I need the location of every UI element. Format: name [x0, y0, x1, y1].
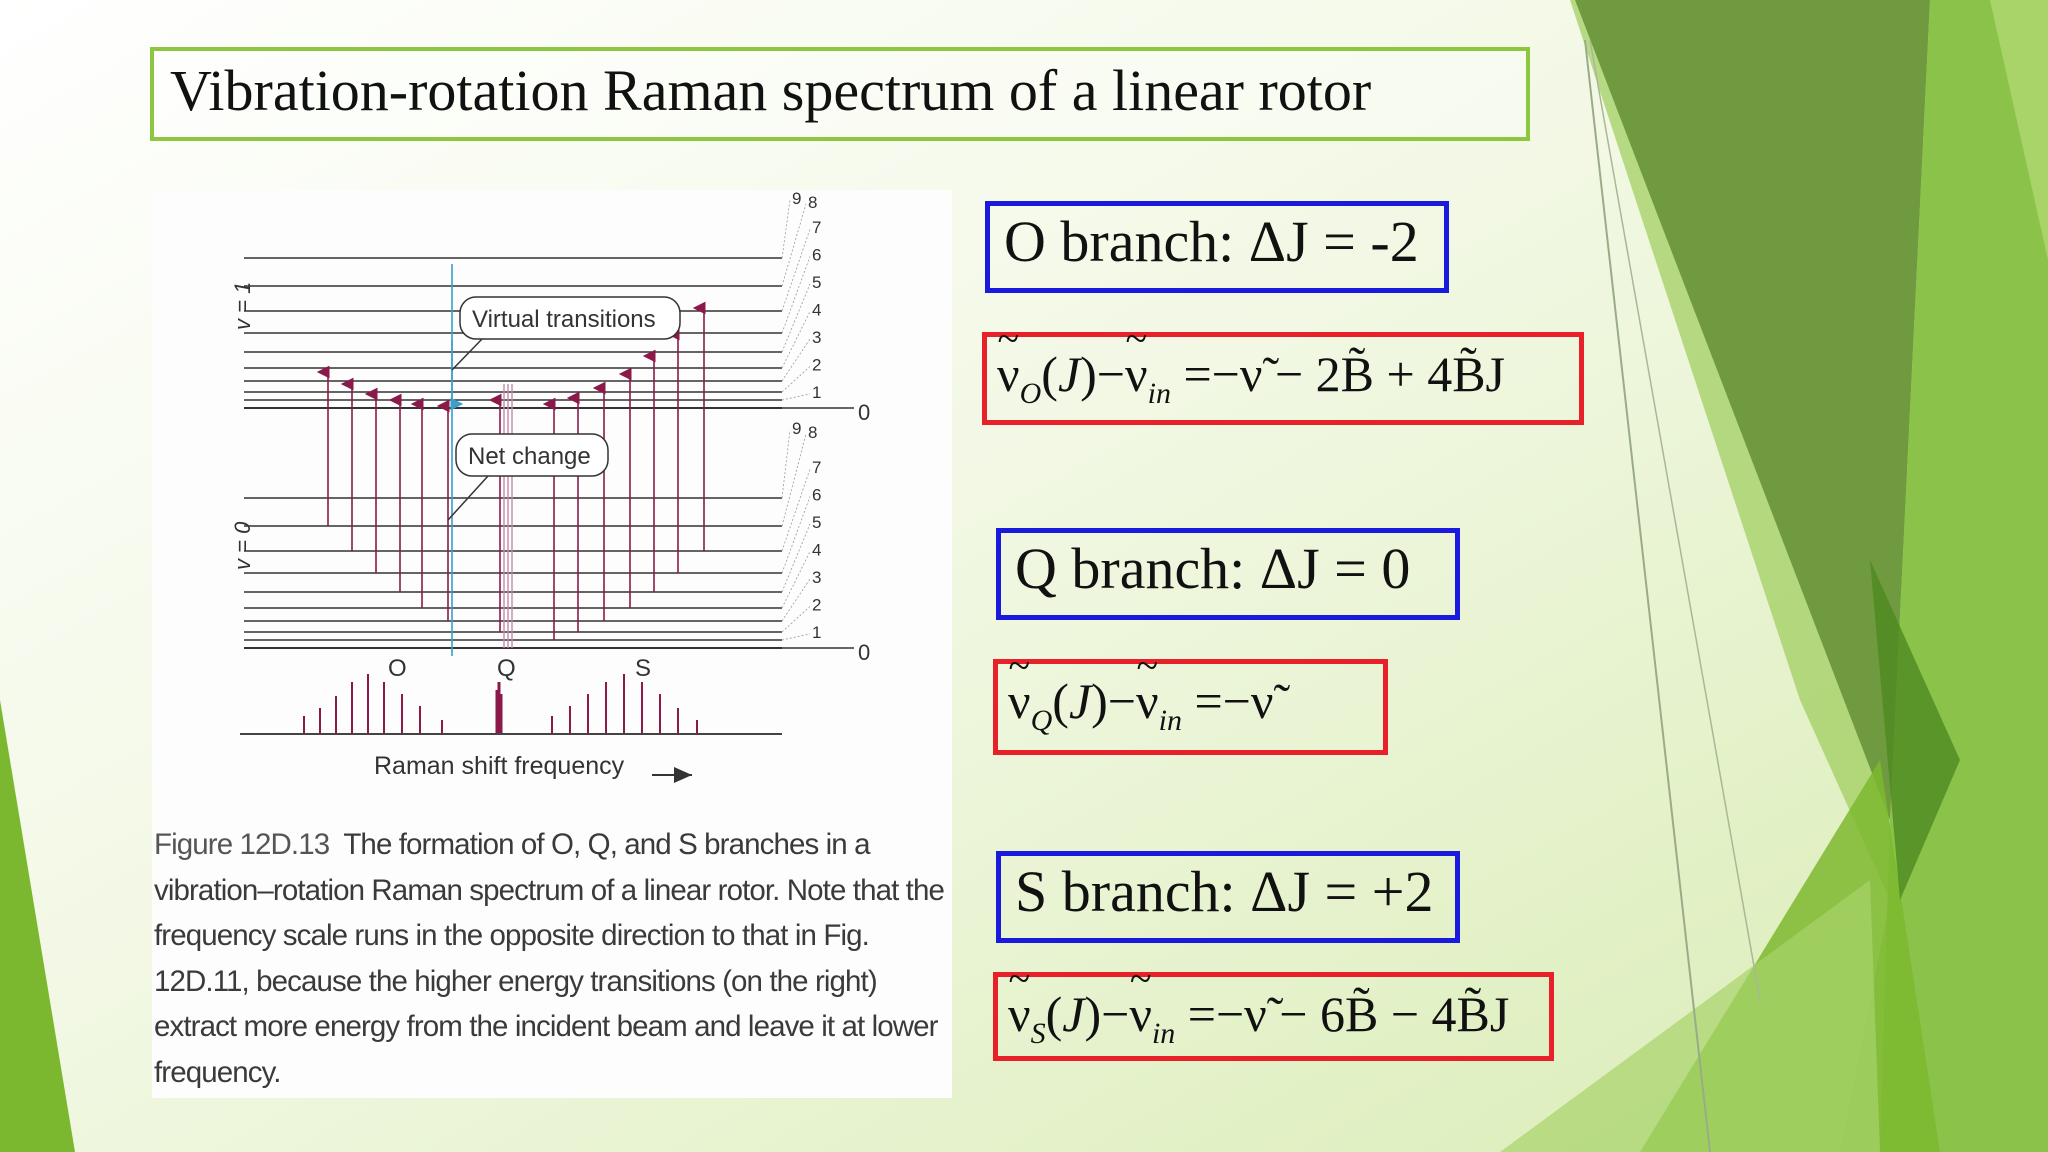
s-branch-equation: νS(J)−νin =−ν̃ − 6B̃ − 4B̃J	[1008, 955, 1510, 1051]
branch-label-o: O	[388, 655, 407, 682]
left-green-shape	[0, 700, 75, 1152]
upper-state-label: v = 1	[230, 282, 255, 330]
upper-J-label-2: 2	[812, 356, 821, 375]
spectrum-lines	[303, 674, 698, 734]
lower-J-label-6: 6	[812, 486, 821, 505]
q-eq-subscript: Q	[1030, 704, 1053, 737]
o-branch-equation-box: νO(J)−νin =−ν̃ − 2B̃ + 4B̃J	[982, 315, 1584, 425]
lower-J-leader-3	[781, 578, 811, 622]
upper-J-leader-3	[781, 338, 811, 382]
upper-J-leader-4	[781, 311, 811, 369]
s-eq-in-subscript: in	[1151, 1017, 1176, 1050]
slide-title: Vibration-rotation Raman spectrum of a l…	[170, 58, 1372, 123]
upper-J-leader-6	[781, 256, 811, 334]
q-eq-in-subscript: in	[1158, 704, 1182, 737]
lower-J-leader-6	[781, 496, 811, 574]
lower-J-leader-5	[781, 523, 811, 593]
energy-levels	[244, 257, 854, 649]
upper-J-label-7: 7	[812, 218, 821, 237]
axis-label: Raman shift frequency	[374, 752, 625, 780]
o-eq-rhs: =−ν̃ − 2B̃ + 4B̃J	[1183, 346, 1506, 402]
upper-J-leader-8	[781, 203, 807, 287]
q-branch-label: Q branch: ΔJ = 0	[1015, 536, 1411, 601]
lower-J-label-4: 4	[812, 541, 821, 560]
q-branch-box: Q branch: ΔJ = 0	[996, 528, 1460, 620]
s-eq-subscript: S	[1030, 1017, 1046, 1050]
zero-label-upper: 0	[858, 400, 870, 425]
s-branch-label: S branch: ΔJ = +2	[1015, 859, 1434, 924]
net-change-callout-box	[455, 433, 609, 477]
lower-J-leader-7	[781, 468, 811, 552]
lower-J-leader-8	[781, 433, 807, 527]
upper-J-leader-5	[781, 283, 811, 353]
title-box: Vibration-rotation Raman spectrum of a l…	[150, 47, 1530, 141]
upper-J-label-4: 4	[812, 301, 821, 320]
upper-J-label-3: 3	[812, 328, 821, 347]
lower-J-label-7: 7	[812, 458, 821, 477]
upper-J-label-5: 5	[812, 273, 821, 292]
net-change-callout: Net change	[468, 443, 591, 470]
caption-label: Figure 12D.13	[154, 828, 330, 861]
branch-label-q: Q	[497, 655, 516, 682]
virtual-callout: Virtual transitions	[472, 306, 656, 333]
lower-J-leader-1	[781, 633, 811, 641]
lower-J-label-5: 5	[812, 513, 821, 532]
q-eq-rhs: =−ν̃	[1194, 673, 1274, 729]
upper-J-leader-1	[781, 393, 811, 401]
upper-J-leader-9	[781, 199, 791, 259]
o-branch-box: O branch: ΔJ = -2	[985, 201, 1449, 293]
lower-J-leader-9	[781, 429, 791, 499]
lower-J-label-1: 1	[812, 623, 821, 642]
upper-J-label-1: 1	[812, 383, 821, 402]
s-branch-equation-box: νS(J)−νin =−ν̃ − 6B̃ − 4B̃J	[993, 955, 1554, 1061]
o-branch-label: O branch: ΔJ = -2	[1004, 209, 1419, 274]
q-branch-equation-box: νQ(J)−νin =−ν̃	[993, 642, 1388, 755]
lower-J-label-3: 3	[812, 568, 821, 587]
transition-arrows	[316, 264, 706, 656]
lower-J-leader-4	[781, 551, 811, 609]
lower-J-label-2: 2	[812, 596, 821, 615]
virtual-callout-box	[459, 296, 681, 340]
upper-J-label-6: 6	[812, 246, 821, 265]
lower-J-leader-2	[781, 606, 811, 633]
figure-caption: Figure 12D.13 The formation of O, Q, and…	[154, 822, 950, 1095]
s-eq-rhs: =−ν̃ − 6B̃ − 4B̃J	[1187, 986, 1510, 1042]
q-branch-equation: νQ(J)−νin =−ν̃	[1008, 642, 1274, 738]
upper-J-label-9: 9	[792, 190, 801, 208]
caption-text: The formation of O, Q, and S branches in…	[154, 828, 945, 1089]
o-branch-equation: νO(J)−νin =−ν̃ − 2B̃ + 4B̃J	[997, 315, 1506, 411]
o-eq-in-subscript: in	[1147, 377, 1171, 410]
s-branch-box: S branch: ΔJ = +2	[996, 851, 1460, 943]
upper-J-label-8: 8	[808, 193, 817, 212]
upper-J-leader-7	[781, 228, 811, 312]
upper-J-leader-2	[781, 366, 811, 393]
zero-label-lower: 0	[858, 640, 870, 665]
lower-state-label: v = 0	[230, 521, 255, 570]
branch-label-s: S	[635, 655, 651, 682]
lower-J-label-8: 8	[808, 423, 817, 442]
lower-J-label-9: 9	[792, 419, 801, 438]
o-eq-subscript: O	[1019, 377, 1042, 410]
